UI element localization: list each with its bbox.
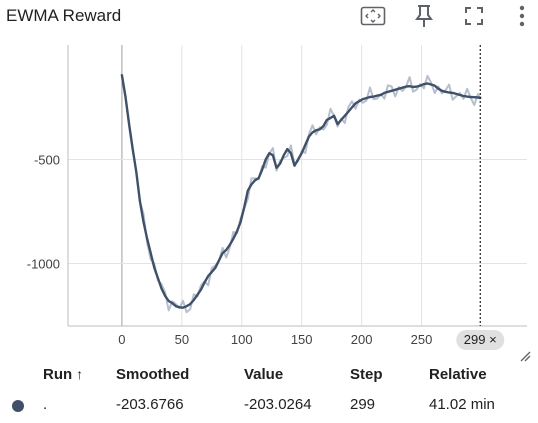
relative-column-header[interactable]: Relative [429,366,487,383]
y-tick-label: -1000 [27,257,60,272]
y-tick-label: -500 [34,152,60,167]
step-value-cell: 299 [350,396,375,413]
smoothed-value-cell: -203.6766 [116,396,184,413]
raw-series-line [122,74,480,312]
raw-value-cell: -203.0264 [244,396,312,413]
x-tick-label: 100 [231,332,253,347]
reward-line-chart[interactable]: 0 50 100 150 200 250 -500 -1000 299 × [0,0,538,362]
run-name-cell: . [43,396,47,413]
step-column-header[interactable]: Step [350,366,383,383]
smoothed-column-header[interactable]: Smoothed [116,366,189,383]
x-tick-label: 200 [351,332,373,347]
resize-handle-icon[interactable] [519,350,531,362]
smoothed-series-line [122,75,480,308]
hover-step-chip-label: 299 × [464,332,497,347]
value-column-header[interactable]: Value [244,366,283,383]
x-tick-label: 150 [291,332,313,347]
sort-arrow-icon: ↑ [76,366,83,382]
run-color-swatch [12,400,24,412]
table-header-row: Run ↑ Smoothed Value Step Relative [0,362,538,388]
run-header-label: Run [43,366,72,383]
relative-time-cell: 41.02 min [429,396,495,413]
x-tick-label: 250 [411,332,433,347]
run-column-header[interactable]: Run ↑ [43,366,83,383]
x-tick-label: 50 [175,332,189,347]
hover-step-chip[interactable]: 299 × [456,330,504,350]
x-tick-label: 0 [118,332,125,347]
table-row: . -203.6766 -203.0264 299 41.02 min [0,392,538,418]
